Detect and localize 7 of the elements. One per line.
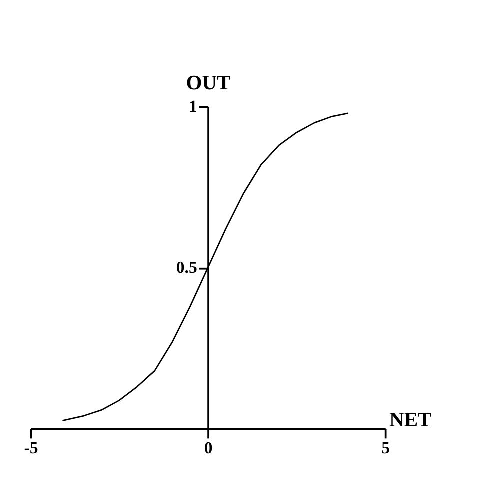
y-axis-title: OUT <box>186 72 232 95</box>
x-axis-title: NET <box>390 410 432 432</box>
y-tick-label: 0.5 <box>176 258 198 278</box>
x-tick-label: 0 <box>204 438 213 458</box>
x-tick-label: 5 <box>382 438 390 458</box>
x-tick-label: -5 <box>24 438 38 458</box>
y-tick-label: 1 <box>188 97 198 116</box>
